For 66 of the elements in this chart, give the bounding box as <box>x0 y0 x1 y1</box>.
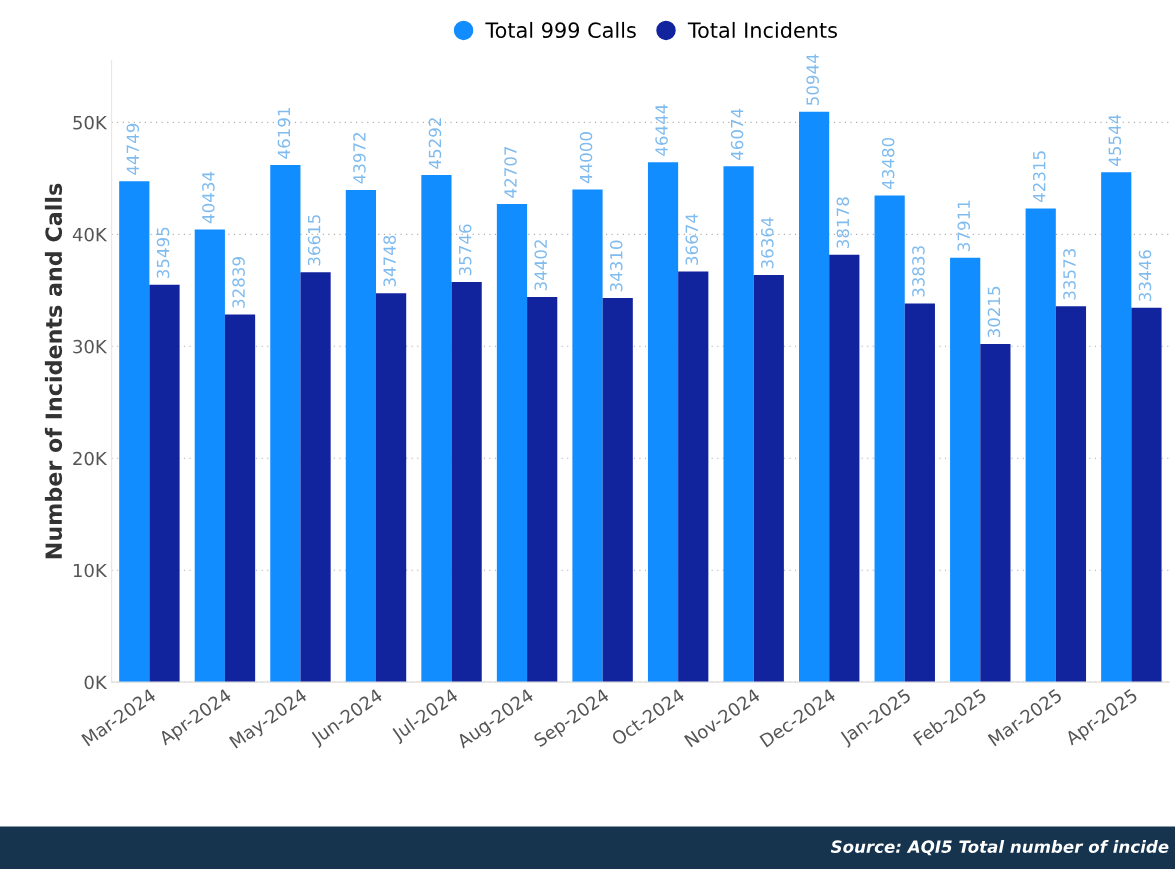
data-label: 35495 <box>156 227 170 278</box>
bar <box>799 111 830 683</box>
source-note: Source: AQI5 Total number of incide <box>830 840 1169 856</box>
bar <box>224 314 256 683</box>
bar <box>950 257 981 683</box>
data-label: 37911 <box>957 200 971 251</box>
bar <box>345 189 376 683</box>
data-label: 35746 <box>458 224 472 276</box>
data-label: 45544 <box>1108 114 1122 166</box>
y-tick-label: 10K <box>73 563 108 578</box>
bar <box>376 293 407 683</box>
bar <box>874 195 905 683</box>
data-label: 30215 <box>987 286 1001 338</box>
bar <box>829 254 860 683</box>
data-label: 42315 <box>1032 151 1046 203</box>
data-label: 33573 <box>1063 249 1076 300</box>
bar <box>194 229 225 683</box>
bar <box>1025 208 1056 683</box>
y-tick-label: 20K <box>73 451 108 466</box>
data-label: 45292 <box>428 118 442 169</box>
data-label: 34310 <box>609 240 623 292</box>
data-label: 36364 <box>761 217 774 269</box>
data-label: 38178 <box>836 197 850 248</box>
bar <box>496 204 528 683</box>
bar <box>421 175 452 683</box>
bar <box>753 275 784 683</box>
data-label: 44749 <box>126 123 140 175</box>
bar <box>572 189 603 683</box>
data-label: 42707 <box>504 146 517 198</box>
data-label: 36615 <box>307 215 321 266</box>
data-label: 34748 <box>383 235 396 287</box>
data-label: 33446 <box>1138 250 1152 301</box>
data-label: 34402 <box>534 240 548 291</box>
bar <box>270 165 301 683</box>
bar <box>119 181 150 683</box>
bar <box>980 343 1011 683</box>
bar <box>904 303 935 683</box>
bar <box>149 284 180 683</box>
bar <box>1055 306 1087 683</box>
bar <box>451 281 482 683</box>
data-label: 43972 <box>353 132 366 184</box>
legend-label: Total 999 Calls <box>485 21 636 39</box>
y-tick-label: 30K <box>73 339 108 354</box>
bar <box>647 162 679 683</box>
data-label: 46444 <box>655 104 668 156</box>
legend-label: Total Incidents <box>687 21 837 39</box>
data-label: 43480 <box>881 137 895 190</box>
bar <box>723 166 754 683</box>
bar <box>1101 172 1132 683</box>
y-axis-title: Number of Incidents and Calls <box>44 183 63 559</box>
bar <box>602 298 633 683</box>
data-label: 32839 <box>232 257 245 308</box>
data-label: 46191 <box>277 108 291 159</box>
data-label: 33833 <box>912 246 925 297</box>
y-tick-label: 40K <box>72 227 108 242</box>
bar <box>678 271 709 683</box>
data-label: 50944 <box>806 54 819 105</box>
data-label: 44000 <box>579 132 593 184</box>
data-label: 36674 <box>685 213 699 265</box>
bar <box>1131 307 1162 683</box>
y-tick-label: 0K <box>84 675 108 690</box>
bar <box>527 297 558 683</box>
bar <box>300 272 331 683</box>
data-label: 46074 <box>730 108 744 160</box>
data-label: 40434 <box>202 171 215 224</box>
y-tick-label: 50K <box>73 115 108 130</box>
